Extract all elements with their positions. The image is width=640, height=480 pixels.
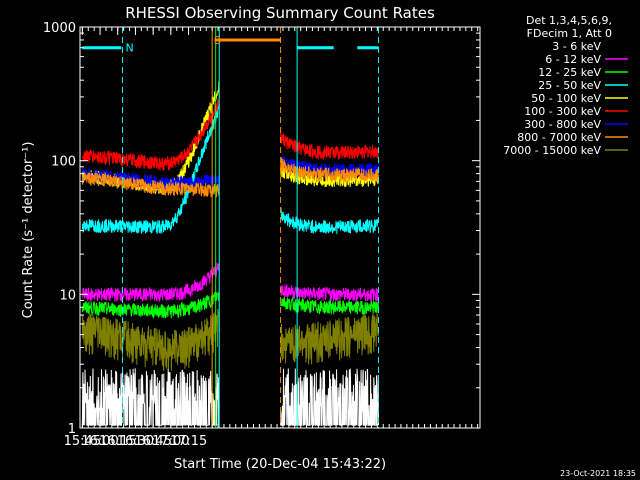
legend: Det 1,3,4,5,6,9,FDecim 1, Att 03 - 6 keV…: [503, 14, 628, 157]
axes: 1 10 100 1000 15:4516:0016:1516:3016:4517:00…: [43, 21, 481, 449]
series-line-3-a: [81, 102, 220, 234]
x-tick-label-16:15: 16:15: [99, 434, 136, 449]
x-axis-label: Start Time (20-Dec-04 15:43:22): [174, 457, 386, 472]
x-tick-label-17:15: 17:15: [170, 434, 207, 449]
legend-header-1: FDecim 1, Att 0: [527, 27, 612, 40]
timestamp: 23-Oct-2021 18:35: [560, 469, 636, 478]
legend-entry-8: 7000 - 15000 keV: [503, 144, 601, 157]
legend-entry-0: 3 - 6 keV: [552, 40, 601, 53]
series-line-5-a: [82, 94, 220, 171]
y-tick-label-100: 100: [51, 155, 76, 170]
chart-title: RHESSI Observing Summary Count Rates: [125, 4, 435, 22]
legend-header-0: Det 1,3,4,5,6,9,: [526, 14, 612, 27]
legend-entry-1: 6 - 12 keV: [545, 53, 601, 66]
series-line-1-a: [82, 262, 220, 302]
legend-entry-4: 50 - 100 keV: [531, 92, 601, 105]
y-axis-label: Count Rate (s⁻¹ detector⁻¹): [21, 142, 36, 319]
y-tick-label-1: 1: [68, 422, 76, 437]
plot-area: NS: [81, 27, 380, 428]
legend-entry-5: 100 - 300 keV: [524, 105, 601, 118]
series-line-8-a: [81, 308, 220, 371]
x-tick-label-17:00: 17:00: [152, 434, 189, 449]
legend-entry-3: 25 - 50 keV: [538, 79, 601, 92]
y-tick-label-1000: 1000: [43, 21, 76, 36]
x-tick-label-16:00: 16:00: [81, 434, 118, 449]
plot-frame: [79, 26, 481, 429]
series-line-7-a: [81, 171, 220, 198]
flag-label-S: S: [214, 34, 221, 47]
legend-entry-7: 800 - 7000 keV: [517, 131, 601, 144]
x-tick-label-16:45: 16:45: [134, 434, 171, 449]
series-line-0-a: [81, 368, 220, 426]
legend-entry-2: 12 - 25 keV: [538, 66, 601, 79]
y-tick-label-10: 10: [59, 288, 76, 303]
series-line-2-a: [81, 291, 220, 320]
x-tick-label-15:45: 15:45: [64, 434, 101, 449]
x-tick-label-16:30: 16:30: [117, 434, 154, 449]
legend-entry-6: 300 - 800 keV: [524, 118, 601, 131]
flag-label-N: N: [125, 42, 133, 55]
